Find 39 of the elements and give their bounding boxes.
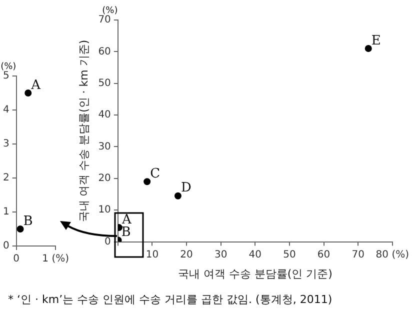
text: (%) [0, 62, 16, 72]
point [364, 45, 372, 52]
annotation: D [180, 180, 192, 196]
y-tick-label: 50 [98, 78, 111, 89]
y-tick-label: 20 [98, 173, 111, 184]
x-tick-label: 80 (%) [376, 249, 410, 260]
y-tick-label: 60 [98, 46, 111, 58]
y-tick-label: 70 [98, 14, 111, 26]
point [174, 192, 182, 200]
x-tick-label: 40 [248, 249, 262, 260]
annotation: B [121, 225, 131, 240]
point [144, 178, 151, 186]
text: * ‘인 · km’는 수송 인원에 수송 거리를 곱한 값임. (통계청, 2011) [8, 292, 332, 307]
x-tick-label: 50 [283, 249, 296, 260]
y-axis-title: 국내 여객 수송 분담률(인 · km 기준) [77, 40, 90, 222]
annotation: E [371, 33, 381, 48]
x-tick-label: 30 [214, 249, 228, 260]
annotation: C [150, 166, 160, 182]
x-tick-label: 1 (%) [42, 254, 70, 265]
y-tick-label: 30 [98, 141, 111, 152]
y-tick-label: 1 [2, 206, 10, 218]
x-tick-label: 10 [146, 249, 159, 260]
y-tick-label: 10 [98, 204, 111, 216]
x-tick-label: 20 [180, 249, 193, 260]
y-tick-label: 40 [98, 110, 111, 121]
x-tick-label: 0 [13, 254, 20, 265]
x-tick-label: 70 [352, 249, 364, 260]
y-tick-label: 4 [2, 104, 10, 116]
y-tick-label: 0 [104, 236, 111, 248]
y-tick-label: 2 [2, 172, 10, 184]
y-tick-label: 5 [2, 70, 10, 82]
y-tick-label: 0 [2, 240, 10, 252]
annotation: A [120, 212, 132, 228]
y-tick-label: 3 [2, 138, 10, 150]
x-axis-title: 국내 여객 수송 분담률(인 기준) [178, 267, 332, 280]
x-tick-label: 60 [317, 249, 330, 260]
text: (%) [102, 6, 118, 16]
annotation: A [30, 78, 42, 93]
annotation: B [23, 214, 33, 229]
